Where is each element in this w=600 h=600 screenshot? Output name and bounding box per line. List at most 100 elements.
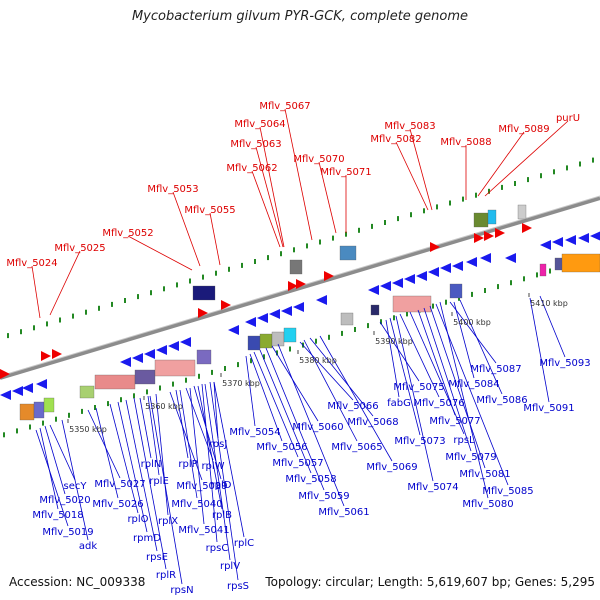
label-leader-line	[385, 319, 400, 398]
label-leader-line	[117, 401, 148, 533]
gene-label: Mflv_5086	[476, 395, 527, 406]
gene-label: fabG	[387, 398, 411, 409]
label-leader-line	[204, 383, 231, 561]
gene-label: Mflv_5019	[42, 527, 93, 538]
gene-label: purU	[556, 113, 580, 124]
gene-label: rplP	[178, 459, 197, 470]
gene-label: Mflv_5085	[482, 486, 533, 497]
reverse-gene-arrow	[540, 240, 551, 250]
gene-label: Mflv_5027	[94, 479, 145, 490]
gene-features	[0, 204, 600, 421]
reverse-gene-arrow	[12, 386, 23, 396]
reverse-gene-arrow	[168, 341, 179, 351]
forward-gene-arrow	[495, 228, 505, 238]
gene-label: rplD	[211, 480, 232, 491]
label-leader-line	[409, 311, 465, 435]
gene-label: rpsC	[206, 543, 229, 554]
label-leader-line	[318, 161, 337, 234]
label-leader-line	[185, 387, 214, 461]
gene-block	[271, 331, 285, 347]
gene-label: rpsL	[453, 435, 475, 446]
gene-label: Mflv_5056	[256, 442, 307, 453]
gene-label: Mflv_5054	[229, 427, 280, 438]
gene-label: Mflv_5061	[318, 507, 369, 518]
gene-label: Mflv_5068	[347, 417, 398, 428]
reverse-gene-arrow	[565, 235, 576, 245]
gene-label: rplV	[220, 561, 240, 572]
reverse-gene-arrow	[156, 345, 167, 355]
label-leader-line	[139, 397, 152, 459]
gene-label: Mflv_5069	[366, 462, 417, 473]
reverse-gene-arrow	[269, 309, 280, 319]
forward-gene-arrow	[474, 233, 484, 243]
gene-label: rplR	[156, 570, 176, 581]
scale-label: 5350 kbp	[69, 425, 107, 434]
reverse-gene-arrow	[36, 379, 47, 389]
label-leader-line	[189, 387, 205, 525]
label-leader-line	[44, 425, 66, 495]
label-leader-line	[213, 381, 219, 439]
gene-label: rpsE	[146, 552, 168, 563]
label-leader-line	[379, 321, 420, 382]
label-leader-line	[251, 170, 281, 248]
gene-block	[259, 333, 273, 349]
gene-label: rplO	[127, 514, 148, 525]
scale-label: 5410 kbp	[530, 299, 568, 308]
scale-label: 5400 kbp	[453, 318, 491, 327]
gene-label: Mflv_5059	[298, 491, 349, 502]
label-leader-line	[423, 307, 472, 452]
label-leader-line	[299, 341, 354, 401]
forward-gene-arrow	[52, 349, 62, 359]
forward-gene-arrow	[522, 223, 532, 233]
label-leader-line	[449, 301, 497, 364]
gene-block	[192, 285, 216, 301]
gene-block	[539, 263, 547, 277]
label-lines	[31, 108, 569, 585]
gene-label: Mflv_5060	[292, 422, 343, 433]
forward-gene-arrow	[430, 242, 440, 252]
scale-label: 5380 kbp	[299, 356, 337, 365]
gene-label: Mflv_5065	[331, 442, 382, 453]
reverse-gene-arrow	[316, 295, 327, 305]
reverse-gene-arrow	[590, 231, 600, 241]
gene-block	[340, 312, 354, 326]
label-leader-line	[209, 212, 221, 266]
gene-label: Mflv_5067	[259, 101, 310, 112]
gene-label: Mflv_5081	[459, 469, 510, 480]
label-leader-line	[87, 409, 121, 479]
topology-text: Topology: circular; Length: 5,619,607 bp…	[265, 575, 595, 589]
gene-label: rplX	[158, 516, 178, 527]
gene-label: Mflv_5063	[230, 139, 281, 150]
label-leader-line	[31, 265, 41, 319]
backbone-line	[0, 196, 600, 380]
reverse-gene-arrow	[380, 281, 391, 291]
gene-label: Mflv_5084	[448, 379, 499, 390]
gene-label: Mflv_5025	[54, 243, 105, 254]
gene-label: Mflv_5083	[384, 121, 435, 132]
forward-gene-arrow	[484, 231, 494, 241]
gene-label: secY	[64, 481, 88, 492]
reverse-gene-arrow	[552, 237, 563, 247]
reverse-gene-arrow	[404, 274, 415, 284]
gene-label: Mflv_5039	[176, 481, 227, 492]
gene-label: Mflv_5058	[285, 474, 336, 485]
reverse-gene-arrow	[428, 267, 439, 277]
label-leader-line	[175, 389, 189, 459]
label-leader-line	[253, 351, 299, 458]
gene-label: Mflv_5070	[293, 154, 344, 165]
label-leader-line	[439, 301, 489, 499]
gene-label: rpsN	[170, 585, 193, 596]
label-leader-line	[303, 339, 358, 442]
gene-block	[43, 397, 55, 413]
gene-block	[449, 283, 463, 299]
gene-label: Mflv_5093	[539, 358, 590, 369]
gene-label: Mflv_5088	[440, 137, 491, 148]
label-leader-line	[271, 345, 319, 422]
gene-label: Mflv_5062	[226, 163, 277, 174]
gene-block	[289, 259, 303, 275]
gene-labels: Mflv_5024 Mflv_5025 Mflv_5052 Mflv_5053 Mflv…	[6, 101, 590, 596]
gene-label: rpsS	[227, 581, 249, 592]
label-leader-line	[399, 313, 440, 398]
label-leader-line	[259, 126, 285, 248]
gene-label: adk	[79, 541, 97, 552]
